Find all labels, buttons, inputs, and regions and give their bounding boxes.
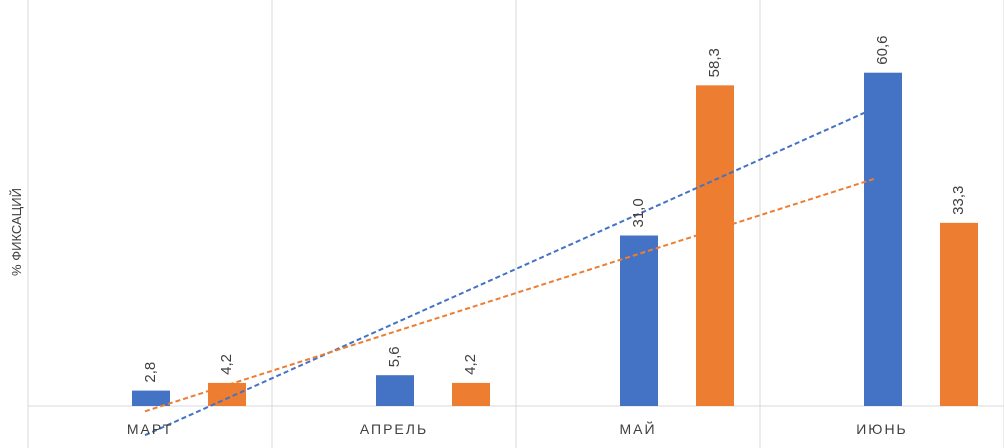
bar-май-series1 — [620, 235, 658, 406]
x-tick-labels: МАРТ АПРЕЛЬ МАЙ ИЮНЬ — [127, 420, 908, 437]
data-label: 33,3 — [950, 186, 967, 215]
bar-июнь-series2 — [940, 222, 978, 406]
data-label: 5,6 — [386, 346, 403, 367]
data-label: 4,2 — [462, 354, 479, 375]
data-label: 58,3 — [706, 48, 723, 77]
data-labels-group: 2,8 5,6 31,0 60,6 4,2 4,2 58,3 33,3 — [142, 35, 967, 382]
bar-апрель-series2 — [452, 382, 490, 406]
trendlines-group — [144, 106, 877, 437]
x-tick-label: МАРТ — [127, 421, 173, 437]
bar-июнь-series1 — [864, 72, 902, 406]
bar-март-series1 — [132, 390, 170, 406]
bars-group — [132, 72, 978, 406]
data-label: 60,6 — [874, 35, 891, 64]
x-tick-label: ИЮНЬ — [856, 421, 908, 437]
data-label: 31,0 — [630, 198, 647, 227]
trendline-series2 — [144, 177, 877, 413]
trendline-series1 — [144, 106, 877, 437]
bar-май-series2 — [696, 85, 734, 406]
bar-апрель-series1 — [376, 375, 414, 406]
data-label: 2,8 — [142, 362, 159, 383]
bar-март-series2 — [208, 382, 246, 406]
data-label: 4,2 — [218, 354, 235, 375]
category-gridlines — [27, 0, 1004, 448]
x-tick-label: АПРЕЛЬ — [360, 421, 428, 437]
x-tick-label: МАЙ — [619, 420, 656, 437]
y-axis-label: % ФИКСАЦИЙ — [9, 188, 24, 276]
